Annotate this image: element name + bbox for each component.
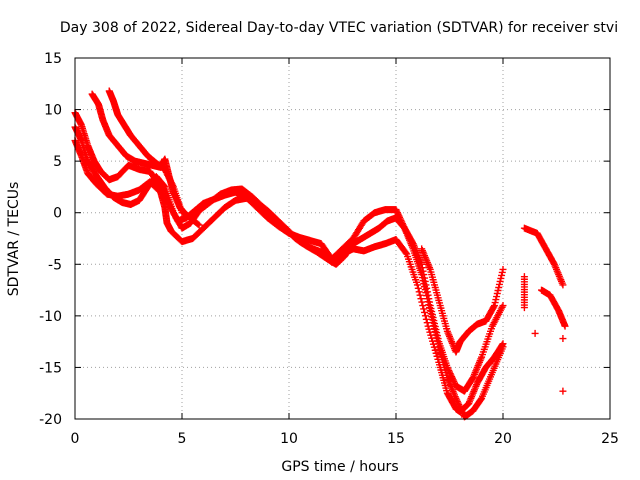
data-point xyxy=(169,181,177,189)
data-point xyxy=(413,281,421,289)
x-tick-label: 10 xyxy=(280,431,298,447)
data-point xyxy=(421,308,429,316)
y-tick-label: -20 xyxy=(39,412,62,428)
data-point xyxy=(499,340,507,348)
data-point xyxy=(416,291,424,299)
axis-ticks: 0 5 10 15 20 25 -20 -15 -10 -5 0 5 10 15 xyxy=(39,51,619,447)
series-track-e xyxy=(105,87,186,217)
data-point xyxy=(422,315,430,323)
data-point xyxy=(499,265,507,273)
y-tick-label: 10 xyxy=(44,103,62,119)
x-axis-label: GPS time / hours xyxy=(281,459,398,475)
data-point xyxy=(194,220,202,228)
series-track-c xyxy=(71,137,507,416)
data-marks xyxy=(71,87,569,421)
data-point xyxy=(402,249,410,257)
series-track-f xyxy=(520,224,569,395)
plot-frame xyxy=(74,57,611,420)
data-point xyxy=(419,302,427,310)
data-point xyxy=(414,284,422,292)
data-point xyxy=(418,298,426,306)
data-point xyxy=(499,302,507,310)
data-point xyxy=(420,305,428,313)
chart-title: Day 308 of 2022, Sidereal Day-to-day VTE… xyxy=(60,20,618,36)
data-point xyxy=(490,303,498,311)
x-tick-label: 20 xyxy=(494,431,512,447)
x-tick-label: 5 xyxy=(178,431,187,447)
y-tick-label: -15 xyxy=(39,360,62,376)
data-point xyxy=(498,341,506,349)
y-tick-label: -5 xyxy=(48,257,62,273)
data-point xyxy=(393,207,401,215)
y-tick-label: 15 xyxy=(44,51,62,67)
data-point xyxy=(415,288,423,296)
data-point xyxy=(561,322,569,330)
x-tick-label: 0 xyxy=(71,431,80,447)
y-tick-label: 5 xyxy=(53,154,62,170)
data-point xyxy=(531,329,539,337)
x-tick-label: 15 xyxy=(387,431,405,447)
data-point xyxy=(393,209,401,217)
y-tick-label: 0 xyxy=(53,206,62,222)
y-tick-label: -10 xyxy=(39,309,62,325)
data-point xyxy=(559,387,567,395)
data-point xyxy=(448,373,456,381)
data-point xyxy=(559,335,567,343)
data-point xyxy=(423,319,431,327)
data-point xyxy=(178,209,186,217)
data-point xyxy=(394,210,402,218)
data-point xyxy=(446,370,454,378)
data-point xyxy=(421,312,429,320)
data-point xyxy=(195,221,203,229)
data-point xyxy=(392,206,400,214)
data-point xyxy=(417,295,425,303)
data-point xyxy=(559,281,567,289)
x-tick-label: 25 xyxy=(601,431,619,447)
data-point xyxy=(520,304,528,312)
grid xyxy=(75,58,610,419)
data-point xyxy=(477,395,485,403)
y-axis-label: SDTVAR / TECUs xyxy=(6,182,22,297)
